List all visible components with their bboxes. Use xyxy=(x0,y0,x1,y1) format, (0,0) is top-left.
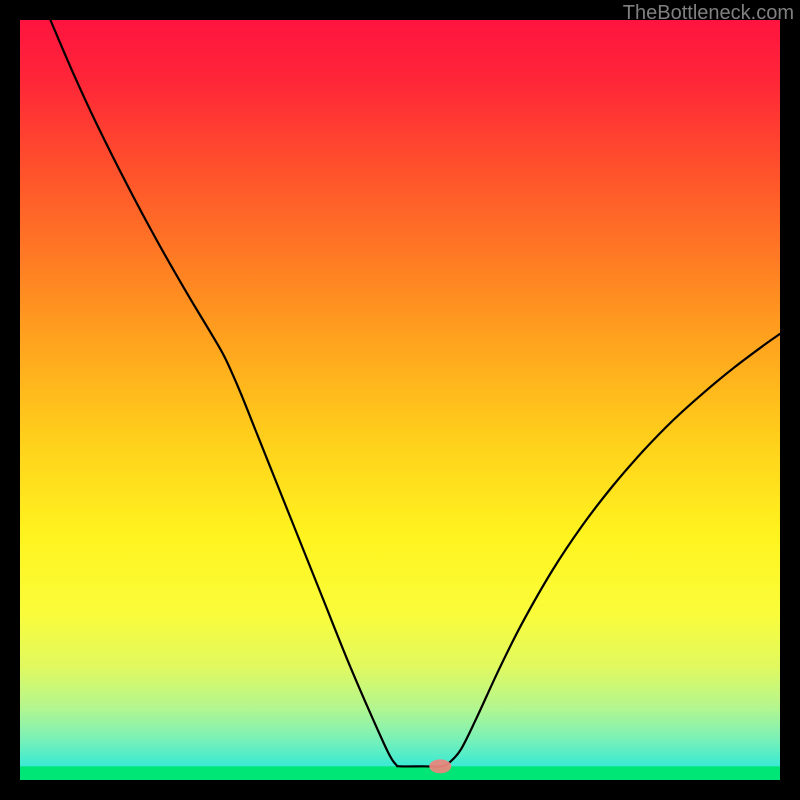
optimum-marker xyxy=(429,759,451,773)
bottleneck-chart xyxy=(0,0,800,800)
baseline-band xyxy=(20,766,780,780)
plot-gradient-background xyxy=(20,20,780,780)
watermark-text: TheBottleneck.com xyxy=(623,2,794,25)
